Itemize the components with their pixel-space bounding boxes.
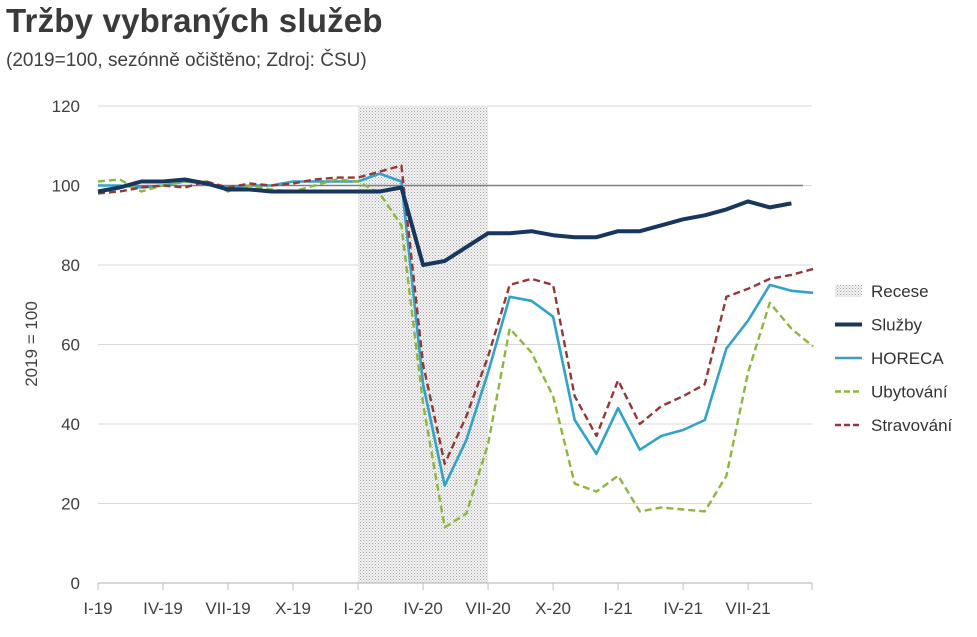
axes: 0 20 40 60 80 100 120 I-19 IV-19 VII-19 X-19 I-20 IV…: [52, 97, 813, 618]
series-lines: [97, 164, 814, 529]
x-tick-label: X-19: [275, 599, 311, 618]
y-tick-label: 20: [61, 495, 80, 514]
y-tick-label: 80: [61, 256, 80, 275]
x-tick-label: I-20: [343, 599, 372, 618]
x-tick-label: IV-21: [663, 599, 703, 618]
legend-swatch-recese: [835, 285, 862, 297]
x-tick-label: VII-19: [205, 599, 250, 618]
y-tick-label: 0: [71, 574, 80, 593]
legend-label: Stravování: [871, 416, 953, 435]
legend-label: Recese: [871, 282, 929, 301]
x-tick-label: VII-21: [725, 599, 770, 618]
series-line-služby: [97, 177, 792, 267]
y-tick-label: 120: [52, 97, 80, 116]
chart-title: Tržby vybraných služeb: [6, 2, 383, 39]
legend-label: Služby: [871, 316, 923, 335]
x-tick-label: I-19: [83, 599, 112, 618]
legend-label: HORECA: [871, 349, 944, 368]
legend: Recese Služby HORECA Ubytování Stravování: [835, 282, 953, 435]
x-tick-label: X-20: [535, 599, 571, 618]
x-tick-label: IV-19: [143, 599, 183, 618]
x-tick-label: IV-20: [403, 599, 443, 618]
y-tick-label: 40: [61, 415, 80, 434]
x-tick-label: VII-20: [465, 599, 510, 618]
y-axis-label: 2019 = 100: [22, 301, 41, 387]
y-tick-label: 100: [52, 177, 80, 196]
chart-subtitle: (2019=100, sezónně očištěno; Zdroj: ČSU): [6, 50, 367, 71]
recession-band-layer: [358, 106, 489, 583]
legend-label: Ubytování: [871, 383, 948, 402]
x-tick-label: I-21: [603, 599, 632, 618]
y-tick-label: 60: [61, 336, 80, 355]
recession-band: [358, 106, 489, 583]
